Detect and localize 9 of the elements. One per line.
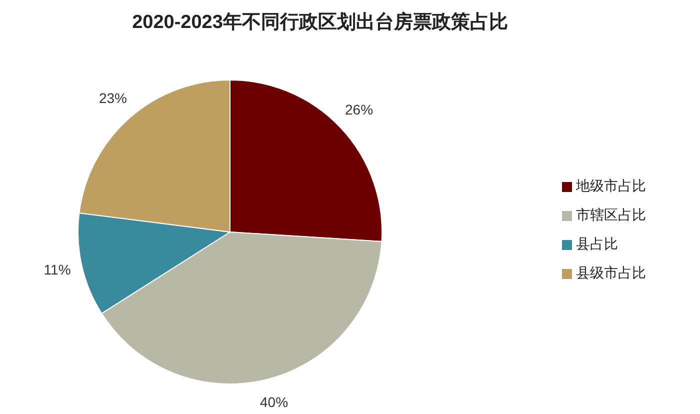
data-label: 23% <box>98 90 127 106</box>
data-label: 26% <box>345 102 374 118</box>
chart-title: 2020-2023年不同行政区划出台房票政策占比 <box>132 11 508 33</box>
data-label: 40% <box>260 394 288 410</box>
legend-label: 市辖区占比 <box>576 206 646 223</box>
legend-label: 地级市占比 <box>575 178 646 194</box>
legend-label: 县级市占比 <box>576 264 646 281</box>
legend-label: 县占比 <box>576 236 618 252</box>
data-label: 11% <box>44 261 71 278</box>
